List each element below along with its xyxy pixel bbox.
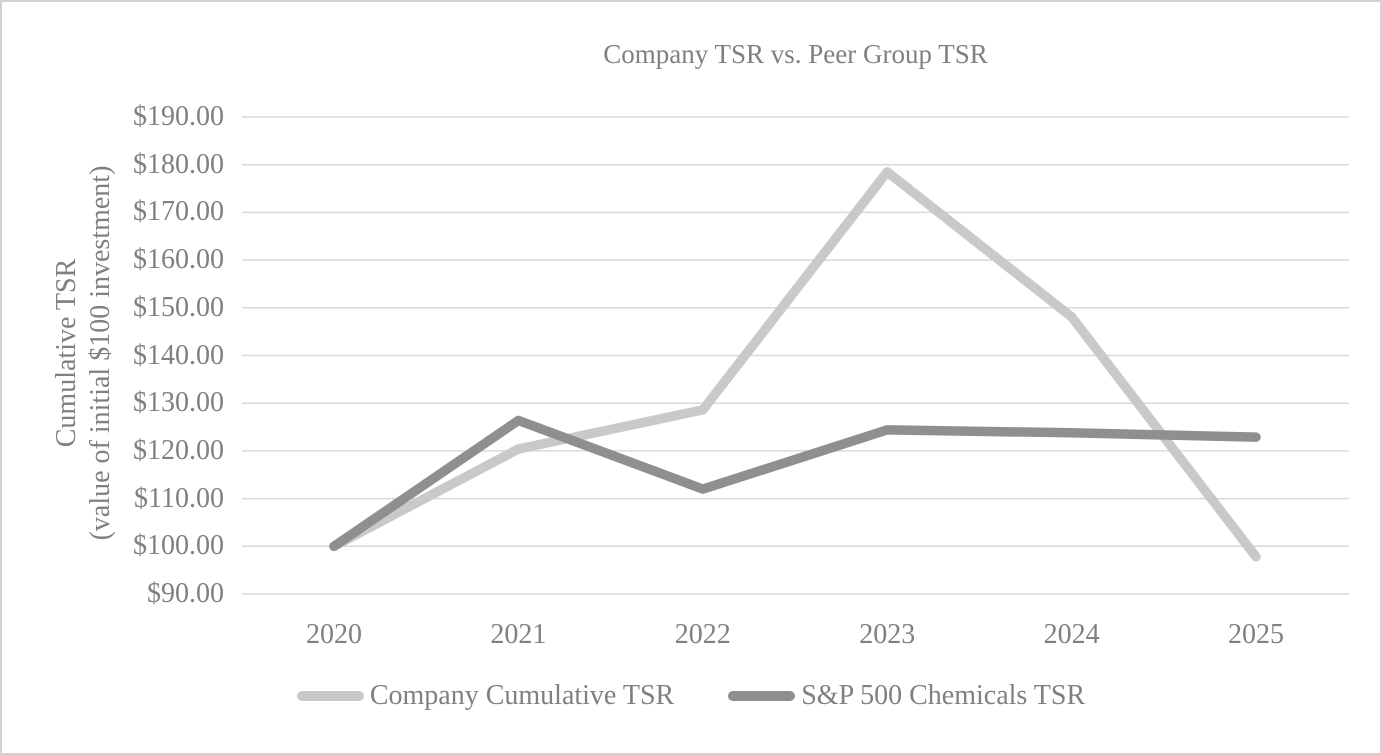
y-tick-label: $120.00 [133, 434, 224, 466]
y-tick-label: $180.00 [133, 148, 224, 180]
x-tick-label: 2021 [490, 619, 547, 650]
series-line-sp500-chemicals [329, 415, 1261, 552]
legend-item: S&P 500 Chemicals TSR [728, 679, 1085, 713]
legend: Company Cumulative TSR S&P 500 Chemicals … [2, 679, 1380, 713]
y-tick-label: $160.00 [133, 244, 224, 276]
x-tick-label: 2025 [1228, 619, 1284, 650]
y-tick-label: $140.00 [133, 339, 224, 371]
legend-item: Company Cumulative TSR [296, 679, 675, 713]
x-tick-label: 2023 [859, 619, 916, 650]
y-tick-label: $190.00 [133, 101, 224, 132]
legend-label: S&P 500 Chemicals TSR [801, 680, 1086, 711]
x-tick-label: 2020 [306, 619, 362, 650]
y-tick-label: $170.00 [133, 196, 224, 228]
legend-label: Company Cumulative TSR [369, 680, 675, 711]
legend-line-swatch [728, 691, 796, 701]
y-tick-label: $150.00 [133, 291, 224, 323]
y-tick-label: $110.00 [134, 482, 224, 514]
x-tick-label: 2024 [1043, 619, 1100, 650]
series-line-company [329, 167, 1261, 562]
chart-title: Company TSR vs. Peer Group TSR [603, 39, 988, 69]
legend-line-swatch [296, 691, 364, 701]
y-tick-label: $90.00 [147, 578, 224, 609]
y-tick-label: $130.00 [133, 387, 224, 419]
y-tick-label: $100.00 [133, 530, 224, 562]
x-tick-label: 2022 [674, 619, 731, 650]
